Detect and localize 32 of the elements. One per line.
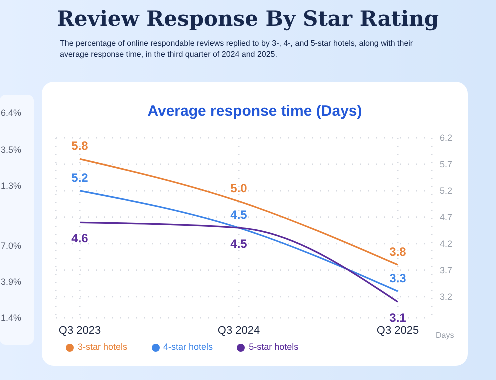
legend-label: 3-star hotels bbox=[78, 342, 128, 352]
data-label: 5.8 bbox=[72, 139, 89, 154]
text: 1.3% bbox=[1, 181, 22, 191]
text: 3.5% bbox=[1, 145, 22, 155]
text: 1.4% bbox=[1, 313, 22, 323]
chart-subtitle: The percentage of online respondable reviews replied to by 3-, 4-, and 5-star hotels, along with their average response time, in the third quarter of 2024 and 2025. bbox=[60, 38, 414, 60]
text: 3.9% bbox=[1, 277, 22, 287]
x-tick-label: Q3 2024 bbox=[218, 324, 260, 337]
data-label: 3.1 bbox=[390, 311, 407, 326]
y-tick-label: 6.2 bbox=[440, 133, 453, 144]
data-label: 5.0 bbox=[230, 182, 248, 196]
y-tick-label: 5.2 bbox=[440, 186, 453, 196]
legend-title: Average response time (Days) bbox=[146, 103, 364, 120]
legend-label: 4-star hotels bbox=[164, 342, 214, 352]
y-axis-title: Days bbox=[436, 331, 454, 340]
legend-label: 5-star hotels bbox=[249, 342, 299, 352]
data-label: 4.5 bbox=[230, 208, 248, 222]
chart-title: Review Response By Star Rating bbox=[56, 6, 440, 31]
y-tick-label: 4.7 bbox=[440, 212, 453, 223]
text: 6.4% bbox=[1, 108, 22, 118]
x-tick-label: Q3 2023 bbox=[58, 324, 102, 337]
data-label: 4.5 bbox=[230, 237, 248, 251]
data-label: 5.2 bbox=[72, 170, 89, 185]
y-tick-label: 4.2 bbox=[440, 239, 453, 250]
data-label: 4.6 bbox=[72, 232, 89, 246]
data-label: 3.8 bbox=[390, 245, 407, 260]
data-label: 3.3 bbox=[390, 272, 407, 286]
y-tick-label: 3.7 bbox=[440, 266, 453, 276]
x-tick-label: Q3 2025 bbox=[376, 324, 420, 337]
text: 7.0% bbox=[1, 241, 22, 251]
y-tick-label: 3.2 bbox=[440, 292, 453, 302]
y-tick-label: 5.7 bbox=[440, 160, 453, 170]
